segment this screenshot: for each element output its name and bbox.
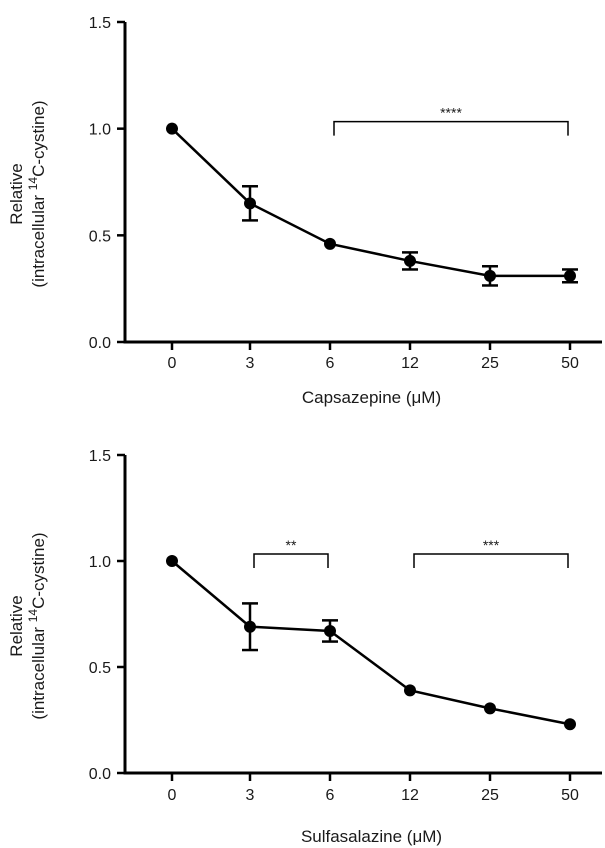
panel1-x-tick-label: 0 <box>168 355 177 372</box>
panel2-series-line <box>171 560 571 726</box>
panel1-y-tick-label: 0.5 <box>89 228 111 245</box>
panel2-x-tick-label: 50 <box>561 787 579 804</box>
panel1-y-axis-label-post: C-cystine) <box>29 100 48 177</box>
panel2-data-point <box>484 702 496 715</box>
panel1-y-tick-label: 0.0 <box>89 335 111 352</box>
panel1-data-point <box>324 237 336 250</box>
panel2-y-tick-label: 0.5 <box>89 660 111 677</box>
panel1-data-point <box>166 122 178 135</box>
panel1-data-point <box>564 269 576 282</box>
panel1-chart: 0.0 0.5 1.0 1.5 0 3 6 12 25 50 Capsazepine (μM) Rel… <box>7 15 602 407</box>
panel1-y-tick-label: 1.5 <box>89 15 111 32</box>
panel2-y-axis-label-post: C-cystine) <box>29 532 48 609</box>
panel2-data-point <box>404 684 416 697</box>
panel1-x-tick-label: 25 <box>481 355 499 372</box>
panel2-x-tick-label: 3 <box>246 787 255 804</box>
panel2-y-tick-label: 1.0 <box>89 554 111 571</box>
panel2-y-tick-label: 0.0 <box>89 766 111 783</box>
panel1-x-tick-label: 12 <box>401 355 419 372</box>
panel1-x-tick-label: 3 <box>246 355 255 372</box>
panel2-significance-bracket <box>253 553 329 568</box>
panel2-x-tick-label: 25 <box>481 787 499 804</box>
panel2-significance-label: *** <box>483 537 500 553</box>
panel1-significance-bracket <box>333 120 569 136</box>
panel2-data-point <box>324 624 336 637</box>
panel1-data-point <box>404 254 416 267</box>
panel2-y-axis-label-pre: (intracellular <box>29 622 48 719</box>
panel2-data-point <box>244 620 256 633</box>
panel1-data-point <box>244 197 256 210</box>
panel1-y-tick-label: 1.0 <box>89 122 111 139</box>
panel2-x-tick-label: 12 <box>401 787 419 804</box>
panel2-data-point <box>564 718 576 731</box>
panel2-y-axis-label-line2: (intracellular 14C-cystine) <box>26 532 48 719</box>
panel1-y-axis-label-line2: (intracellular 14C-cystine) <box>26 100 48 287</box>
panel2-x-tick-label: 0 <box>168 787 177 804</box>
panel1-x-axis-label: Capsazepine (μM) <box>302 388 441 407</box>
panel2-significance-label: ** <box>286 537 297 553</box>
panel2-y-axis-label-line1: Relative <box>7 595 26 656</box>
panel1-x-tick-label: 6 <box>326 355 335 372</box>
panel2-significance-bracket <box>413 553 569 568</box>
panel2-data-point <box>166 555 178 567</box>
panel2-y-axis-label-sup: 14 <box>26 609 40 623</box>
panel1-y-axis-label-sup: 14 <box>26 177 40 191</box>
panel1-significance-label: **** <box>440 105 462 121</box>
panel2-x-tick-label: 6 <box>326 787 335 804</box>
panel1-y-axis-label-pre: (intracellular <box>29 190 48 287</box>
panel1-y-axis-label-line1: Relative <box>7 163 26 224</box>
panel2-x-axis-label: Sulfasalazine (μM) <box>301 827 442 846</box>
panel1-x-tick-label: 50 <box>561 355 579 372</box>
panel2-chart: 0.0 0.5 1.0 1.5 0 3 6 12 25 50 Sulfasalazine (μM) R… <box>7 448 602 846</box>
panel1-data-point <box>484 269 496 282</box>
panel1-series-line <box>171 127 570 278</box>
panel2-y-tick-label: 1.5 <box>89 448 111 465</box>
